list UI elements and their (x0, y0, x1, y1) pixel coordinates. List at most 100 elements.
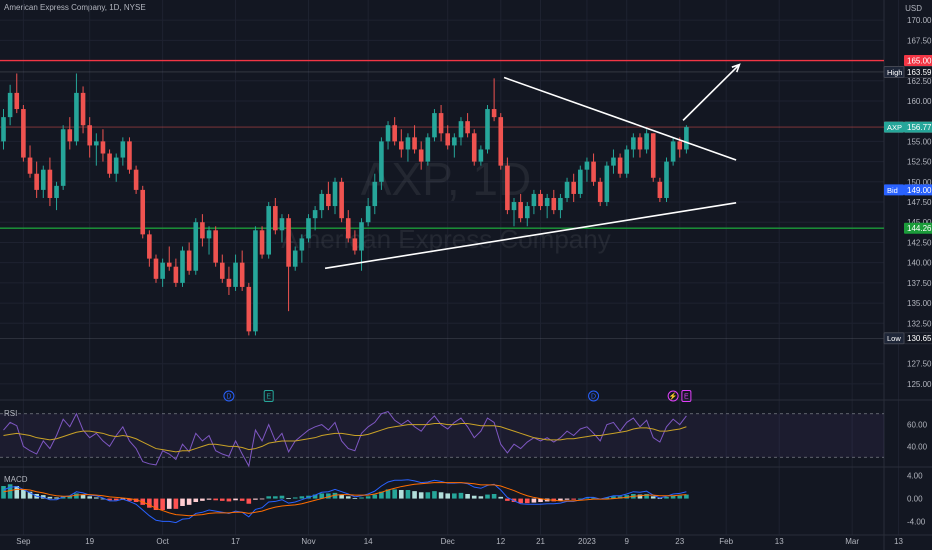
candle (166, 262, 172, 267)
time-tick-label: 2023 (578, 537, 596, 546)
upper-trendline[interactable] (503, 76, 737, 161)
high-value-label: 163.59 (907, 68, 932, 77)
price-tick-label: 162.50 (907, 77, 932, 86)
breakout-arrow[interactable] (682, 64, 740, 121)
candle (173, 266, 179, 283)
candle (54, 185, 59, 198)
price-tick-label: 127.50 (907, 360, 932, 369)
macd-histogram-bar (670, 495, 676, 499)
candle (359, 222, 364, 251)
candle (94, 141, 99, 146)
bid-value-label: 149.00 (907, 186, 932, 195)
macd-histogram-bar (40, 495, 46, 499)
candle (21, 109, 26, 158)
candle (412, 137, 417, 150)
price-tick-label: 147.50 (907, 198, 932, 207)
candle (332, 181, 338, 207)
candle (379, 141, 384, 182)
macd-line (3, 479, 687, 524)
candle (491, 109, 497, 118)
candle (273, 206, 278, 231)
macd-histogram-bar (292, 497, 298, 499)
price-tick-label: 150.00 (907, 178, 932, 187)
candle (584, 161, 590, 170)
macd-histogram-bar (644, 494, 649, 499)
time-tick-label: 17 (231, 537, 240, 546)
candle (213, 230, 218, 263)
candle (306, 218, 311, 239)
macd-histogram-bar (392, 489, 397, 499)
candle (485, 109, 490, 150)
macd-histogram-bar (206, 498, 212, 500)
candle (259, 230, 265, 255)
candle (246, 286, 252, 332)
candle (617, 157, 623, 174)
price-tick-label: 125.00 (907, 380, 932, 389)
dividend-event-marker[interactable] (588, 390, 600, 402)
high-tag: High (887, 68, 902, 77)
macd-histogram-bar (239, 498, 245, 501)
candle (286, 218, 291, 267)
macd-histogram-bar (584, 497, 590, 499)
candle (160, 262, 165, 279)
candle (538, 193, 543, 207)
resistance-label-box (904, 55, 932, 67)
macd-histogram-bar (67, 495, 73, 499)
macd-histogram-bar (180, 498, 185, 506)
time-tick-label: 23 (675, 537, 684, 546)
macd-histogram-bar (511, 498, 517, 502)
candle (80, 92, 86, 126)
candle (657, 181, 663, 198)
axp-tag-box (884, 121, 904, 133)
macd-histogram-bar (54, 497, 59, 499)
macd-histogram-bar (233, 498, 238, 501)
candle (677, 141, 683, 150)
macd-histogram-bar (259, 498, 265, 500)
macd-histogram-bar (147, 498, 152, 508)
macd-histogram-bar (213, 498, 218, 501)
candle (478, 149, 484, 162)
dividend-event-label: D (591, 394, 596, 401)
time-tick-label: Sep (16, 537, 31, 546)
candle (1, 117, 6, 142)
candle (14, 92, 20, 110)
candle (624, 149, 630, 174)
candle (465, 121, 470, 134)
macd-histogram-bar (27, 491, 33, 499)
candle (279, 218, 285, 231)
candle (471, 133, 477, 162)
macd-histogram-bar (166, 498, 172, 509)
rsi-band (0, 413, 884, 458)
macd-histogram-bar (637, 494, 643, 499)
macd-histogram-bar (219, 498, 225, 501)
macd-histogram-bar (87, 496, 92, 499)
macd-signal-line (3, 482, 687, 517)
candle (113, 157, 119, 174)
bid-tag-box (884, 184, 904, 196)
candle (206, 230, 212, 239)
macd-histogram-bar (253, 498, 258, 500)
macd-histogram-bar (399, 490, 404, 499)
macd-histogram-bar (485, 494, 490, 499)
macd-histogram-bar (518, 498, 523, 504)
candle (7, 92, 13, 118)
macd-histogram-bar (266, 496, 271, 499)
earnings-event-marker[interactable] (263, 390, 274, 402)
earnings-event-marker[interactable] (681, 390, 692, 402)
dividend-event-marker[interactable] (223, 390, 235, 402)
macd-histogram-bar (418, 492, 424, 499)
lower-trendline[interactable] (324, 202, 737, 270)
macd-histogram-bar (412, 491, 417, 499)
macd-histogram-bar (405, 490, 411, 499)
candle (365, 206, 371, 223)
chart-title: American Express Company, 1D, NYSE (4, 3, 146, 12)
macd-histogram-bar (611, 496, 616, 499)
price-tick-label: 160.00 (907, 97, 932, 106)
macd-histogram-bar (312, 494, 318, 499)
split-event-marker[interactable] (667, 390, 679, 402)
macd-histogram-bar (133, 498, 139, 502)
candle (591, 161, 596, 182)
candle (60, 129, 66, 186)
candle (438, 113, 444, 134)
